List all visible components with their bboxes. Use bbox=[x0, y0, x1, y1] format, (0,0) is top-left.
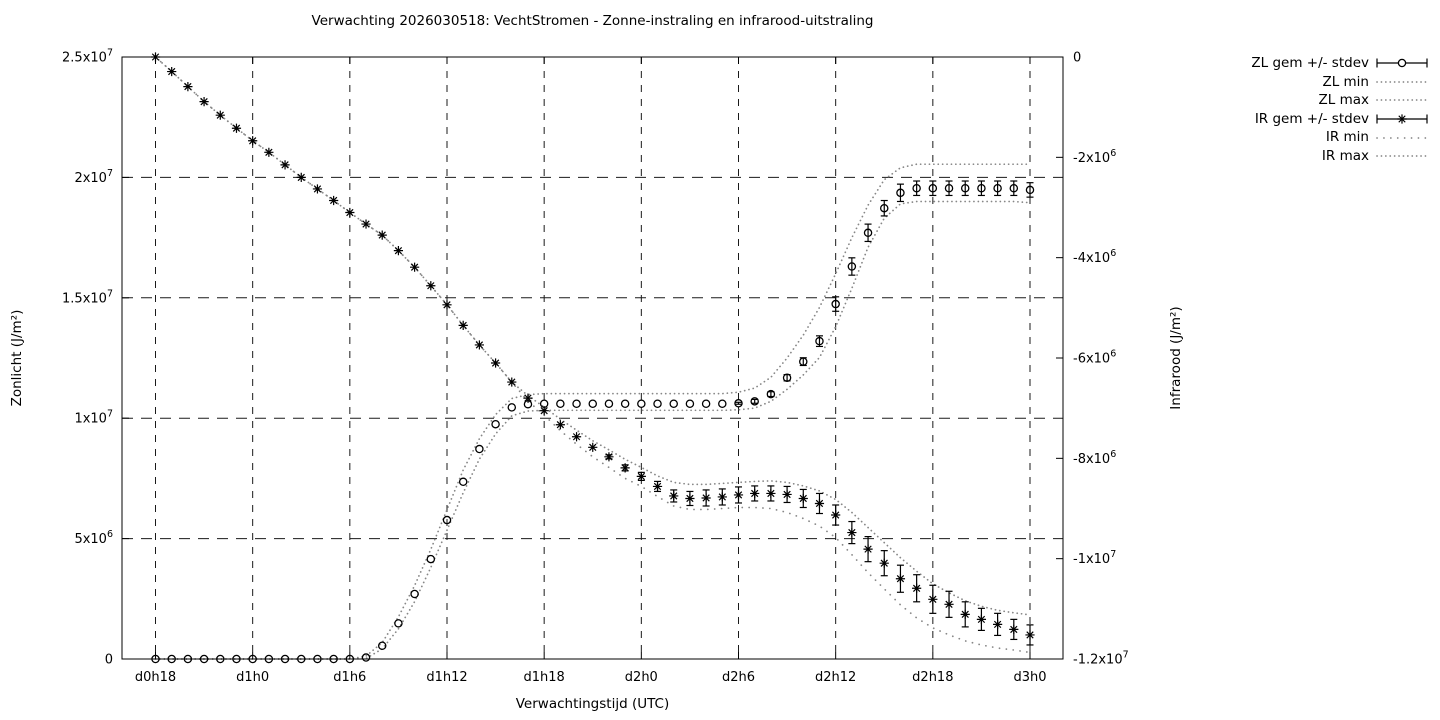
svg-text:d3h0: d3h0 bbox=[1013, 670, 1046, 685]
svg-text:2.5x107: 2.5x107 bbox=[62, 48, 113, 66]
svg-text:d2h6: d2h6 bbox=[722, 670, 755, 685]
svg-text:d1h6: d1h6 bbox=[333, 670, 366, 685]
legend-item-zl-mean: ZL gem +/- stdev bbox=[1251, 54, 1429, 73]
svg-text:d1h0: d1h0 bbox=[236, 670, 269, 685]
svg-text:2x107: 2x107 bbox=[74, 168, 113, 186]
legend-sample-ir-min-icon bbox=[1376, 136, 1428, 139]
svg-text:1x107: 1x107 bbox=[74, 409, 113, 427]
legend-label-ir-mean: IR gem +/- stdev bbox=[1254, 110, 1369, 127]
svg-text:-8x106: -8x106 bbox=[1073, 449, 1116, 467]
svg-text:0: 0 bbox=[105, 653, 113, 668]
chart-title: Verwachting 2026030518: VechtStromen - Z… bbox=[311, 13, 874, 29]
legend-label-ir-min: IR min bbox=[1325, 129, 1369, 146]
x-axis-label: Verwachtingstijd (UTC) bbox=[515, 696, 670, 712]
ir-max-line bbox=[154, 56, 1031, 616]
svg-text:d0h18: d0h18 bbox=[135, 670, 176, 685]
svg-text:-2x106: -2x106 bbox=[1073, 148, 1116, 166]
legend-item-ir-mean: IR gem +/- stdev bbox=[1251, 110, 1429, 129]
legend-sample-zl-max-icon bbox=[1376, 99, 1428, 102]
grid-lines bbox=[122, 57, 1063, 659]
svg-text:d1h12: d1h12 bbox=[426, 670, 467, 685]
legend-label-ir-max: IR max bbox=[1321, 147, 1369, 164]
y-axis-label-right: Infrarood (J/m²) bbox=[1168, 306, 1184, 410]
svg-text:-4x106: -4x106 bbox=[1073, 248, 1116, 266]
legend-item-zl-min: ZL min bbox=[1251, 73, 1429, 92]
svg-text:d1h18: d1h18 bbox=[524, 670, 565, 685]
ir-min-line bbox=[154, 56, 1031, 654]
svg-text:-6x106: -6x106 bbox=[1073, 349, 1116, 367]
legend-item-ir-min: IR min bbox=[1251, 128, 1429, 147]
legend-sample-zl-min-icon bbox=[1376, 81, 1428, 83]
legend-item-ir-max: IR max bbox=[1251, 147, 1429, 166]
x-tick-labels: d0h18 d1h0 d1h6 d1h12 d1h18 d2h0 d2h6 d2h12 d2h1… bbox=[135, 670, 1047, 685]
legend: ZL gem +/- stdev ZL min ZL max IR gem +/… bbox=[1251, 54, 1429, 166]
zl-mean-series bbox=[151, 180, 1035, 664]
svg-text:1.5x107: 1.5x107 bbox=[62, 288, 113, 306]
legend-label-zl-mean: ZL gem +/- stdev bbox=[1251, 55, 1369, 71]
svg-text:5x106: 5x106 bbox=[74, 529, 113, 547]
svg-text:d2h0: d2h0 bbox=[625, 670, 658, 685]
ir-mean-series bbox=[150, 52, 1035, 646]
svg-text:d2h18: d2h18 bbox=[912, 670, 953, 685]
legend-label-zl-max: ZL max bbox=[1318, 92, 1369, 109]
legend-label-zl-min: ZL min bbox=[1322, 73, 1369, 90]
legend-item-zl-max: ZL max bbox=[1251, 91, 1429, 110]
y-left-tick-labels: 0 5x106 1x107 1.5x107 2x107 2.5x107 bbox=[62, 48, 113, 668]
legend-sample-ir-mean-icon bbox=[1376, 114, 1428, 124]
legend-sample-ir-max-icon bbox=[1376, 155, 1428, 158]
svg-text:d2h12: d2h12 bbox=[815, 670, 856, 685]
svg-text:-1x107: -1x107 bbox=[1073, 549, 1116, 567]
zl-max-line bbox=[154, 163, 1031, 660]
axis-ticks bbox=[122, 56, 1063, 660]
y-axis-label-left: Zonlicht (J/m²) bbox=[9, 309, 25, 407]
legend-sample-zl-mean-icon bbox=[1376, 58, 1428, 68]
svg-text:0: 0 bbox=[1073, 51, 1081, 66]
svg-text:-1.2x107: -1.2x107 bbox=[1073, 650, 1129, 668]
y-right-tick-labels: 0 -2x106 -4x106 -6x106 -8x106 -1x107 -1.2x107 bbox=[1073, 51, 1129, 668]
zl-min-line bbox=[154, 200, 1031, 660]
